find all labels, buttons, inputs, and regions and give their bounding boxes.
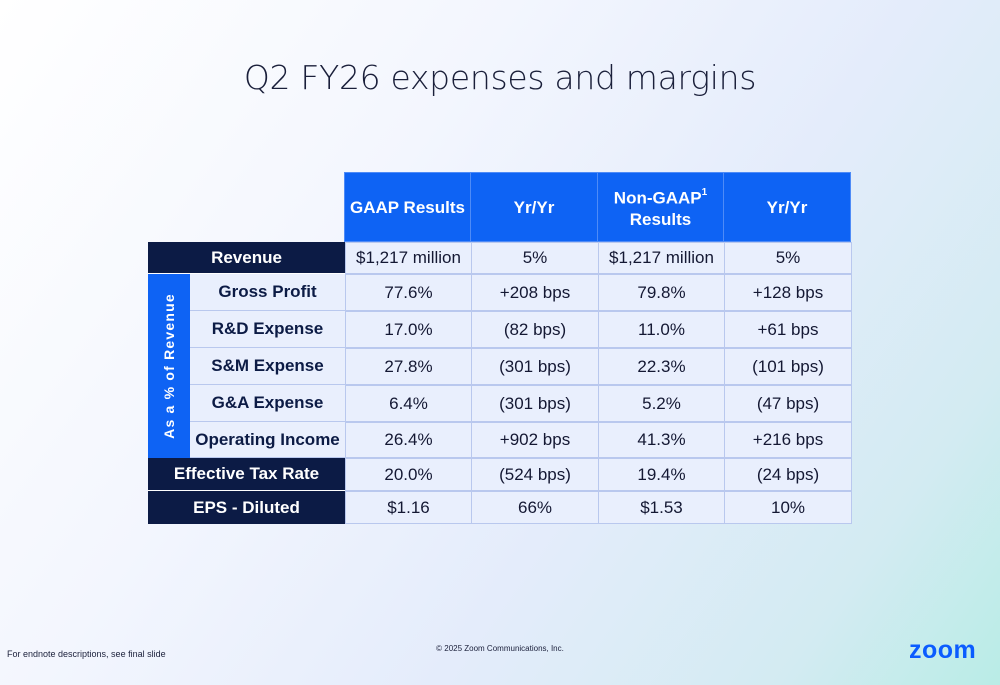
row-label: Operating Income: [190, 422, 345, 458]
footnote-marker: 1: [701, 187, 708, 199]
non-gaap-value: $1.53: [598, 491, 725, 524]
non-gaap-yr-yr: +216 bps: [724, 422, 852, 458]
copyright-text: © 2025 Zoom Communications, Inc.: [436, 644, 564, 653]
gaap-yr-yr: +902 bps: [471, 422, 599, 458]
non-gaap-yr-yr: (101 bps): [724, 348, 852, 385]
non-gaap-value: 79.8%: [598, 274, 725, 311]
non-gaap-yr-yr: +61 bps: [724, 311, 852, 348]
header-non-gaap-results: Non-GAAP1 Results: [597, 172, 724, 242]
table-header-row: GAAP Results Yr/Yr Non-GAAP1 Results Yr/…: [344, 172, 851, 242]
gaap-value: 20.0%: [345, 458, 472, 491]
non-gaap-value: 22.3%: [598, 348, 725, 385]
gaap-value: 6.4%: [345, 385, 472, 422]
table-row: Gross Profit 77.6% +208 bps 79.8% +128 b…: [190, 274, 852, 311]
as-percent-of-revenue-label: As a % of Revenue: [148, 274, 190, 458]
row-label: EPS - Diluted: [148, 491, 345, 524]
non-gaap-value: 11.0%: [598, 311, 725, 348]
non-gaap-yr-yr: (24 bps): [724, 458, 852, 491]
gaap-yr-yr: (82 bps): [471, 311, 599, 348]
vertical-label-text: As a % of Revenue: [161, 293, 178, 439]
gaap-value: $1,217 million: [345, 242, 472, 274]
row-label: Gross Profit: [190, 274, 345, 311]
gaap-yr-yr: (524 bps): [471, 458, 599, 491]
header-yr-yr-gaap: Yr/Yr: [470, 172, 598, 242]
row-label: R&D Expense: [190, 311, 345, 348]
non-gaap-value: 5.2%: [598, 385, 725, 422]
header-gaap-results: GAAP Results: [344, 172, 471, 242]
non-gaap-value: 41.3%: [598, 422, 725, 458]
row-label: G&A Expense: [190, 385, 345, 422]
header-yr-yr-non-gaap: Yr/Yr: [723, 172, 851, 242]
endnote-text: For endnote descriptions, see final slid…: [7, 649, 166, 659]
table-row: Revenue $1,217 million 5% $1,217 million…: [148, 242, 852, 274]
row-label: S&M Expense: [190, 348, 345, 385]
non-gaap-yr-yr: (47 bps): [724, 385, 852, 422]
gaap-yr-yr: 66%: [471, 491, 599, 524]
gaap-yr-yr: (301 bps): [471, 348, 599, 385]
zoom-logo: zoom: [909, 636, 977, 664]
gaap-value: 77.6%: [345, 274, 472, 311]
table-row: Operating Income 26.4% +902 bps 41.3% +2…: [190, 422, 852, 458]
non-gaap-value: 19.4%: [598, 458, 725, 491]
row-label: Effective Tax Rate: [148, 458, 345, 491]
table-row: S&M Expense 27.8% (301 bps) 22.3% (101 b…: [190, 348, 852, 385]
non-gaap-yr-yr: 10%: [724, 491, 852, 524]
row-label: Revenue: [148, 242, 345, 274]
gaap-value: $1.16: [345, 491, 472, 524]
header-non-gaap-line: Non-GAAP1: [614, 184, 707, 209]
non-gaap-yr-yr: 5%: [724, 242, 852, 274]
header-results-text: Results: [629, 209, 692, 229]
table-row: G&A Expense 6.4% (301 bps) 5.2% (47 bps): [190, 385, 852, 422]
page-title: Q2 FY26 expenses and margins: [243, 58, 757, 97]
gaap-value: 27.8%: [345, 348, 472, 385]
gaap-yr-yr: +208 bps: [471, 274, 599, 311]
non-gaap-value: $1,217 million: [598, 242, 725, 274]
gaap-value: 17.0%: [345, 311, 472, 348]
table-row: Effective Tax Rate 20.0% (524 bps) 19.4%…: [148, 458, 852, 491]
non-gaap-yr-yr: +128 bps: [724, 274, 852, 311]
header-non-gaap-text: Non-GAAP: [613, 188, 702, 208]
gaap-value: 26.4%: [345, 422, 472, 458]
gaap-yr-yr: 5%: [471, 242, 599, 274]
gaap-yr-yr: (301 bps): [471, 385, 599, 422]
table-row: R&D Expense 17.0% (82 bps) 11.0% +61 bps: [190, 311, 852, 348]
table-row: EPS - Diluted $1.16 66% $1.53 10%: [148, 491, 852, 524]
